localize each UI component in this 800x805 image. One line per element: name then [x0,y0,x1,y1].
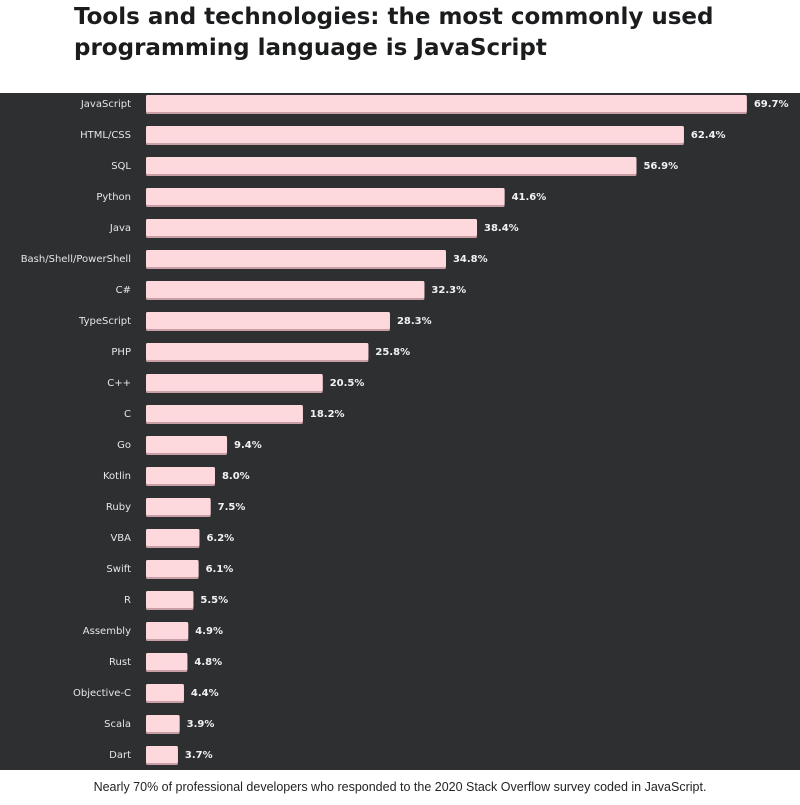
value-label: 34.8% [453,254,488,265]
bar-c- [146,281,425,298]
value-label: 6.1% [206,564,234,575]
category-label: VBA [110,533,131,544]
bar-swift [146,560,199,577]
chart-caption: Nearly 70% of professional developers wh… [93,780,707,794]
value-label: 69.7% [754,99,789,110]
bar-dart [146,746,178,763]
category-label: C# [116,285,131,296]
category-label: Bash/Shell/PowerShell [21,254,131,265]
value-label: 18.2% [310,409,345,420]
category-label: R [124,595,131,606]
category-label: Swift [106,564,131,575]
chart-title-line-2: programming language is JavaScript [74,35,547,61]
bar-r [146,591,194,608]
bar-python [146,188,505,205]
bar-bash-shell-powershell [146,250,446,267]
value-label: 28.3% [397,316,432,327]
value-label: 5.5% [200,595,228,606]
chart-title-line-1: Tools and technologies: the most commonl… [74,4,714,30]
category-label: Objective-C [73,688,131,699]
value-label: 3.9% [187,719,215,730]
bar-sql [146,157,637,174]
value-label: 38.4% [484,223,519,234]
category-label: HTML/CSS [80,130,131,141]
value-label: 6.2% [206,533,234,544]
bar-objective-c [146,684,184,701]
value-label: 4.4% [191,688,219,699]
chart-panel: JavaScript 69.7% HTML/CSS 62.4% SQL 56.9% Pyth… [0,93,800,770]
bar-c [146,405,303,422]
category-label: Go [117,440,131,451]
category-label: SQL [111,161,131,172]
bar-php [146,343,369,360]
category-label: Ruby [106,502,131,513]
value-label: 4.9% [195,626,223,637]
category-label: C++ [107,378,131,389]
value-label: 9.4% [234,440,262,451]
category-label: C [124,409,131,420]
bar-ruby [146,498,211,515]
value-label: 3.7% [185,750,213,761]
bar-rust [146,653,188,670]
category-label: Assembly [83,626,131,637]
category-label: Rust [109,657,131,668]
category-label: Dart [109,750,131,761]
chart-title: Tools and technologies: the most commonl… [74,2,774,64]
bar-go [146,436,228,453]
value-label: 8.0% [222,471,250,482]
bar-c- [146,374,323,391]
bar-assembly [146,622,189,639]
bar-vba [146,529,200,546]
bar-kotlin [146,467,215,484]
value-label: 20.5% [330,378,365,389]
category-label: TypeScript [78,316,131,327]
category-label: Java [109,223,131,234]
category-label: Kotlin [103,471,131,482]
category-label: PHP [111,347,131,358]
bar-javascript [146,95,747,112]
category-label: JavaScript [80,99,131,110]
value-label: 25.8% [375,347,410,358]
bar-java [146,219,478,236]
value-label: 41.6% [512,192,547,203]
category-label: Python [96,192,131,203]
bar-html-css [146,126,684,143]
value-label: 4.8% [194,657,222,668]
value-label: 7.5% [218,502,246,513]
category-label: Scala [104,719,131,730]
bar-chart: JavaScript 69.7% HTML/CSS 62.4% SQL 56.9% Pyth… [21,95,789,765]
bar-typescript [146,312,390,329]
value-label: 56.9% [643,161,678,172]
value-label: 32.3% [431,285,466,296]
value-label: 62.4% [691,130,726,141]
bar-scala [146,715,180,732]
